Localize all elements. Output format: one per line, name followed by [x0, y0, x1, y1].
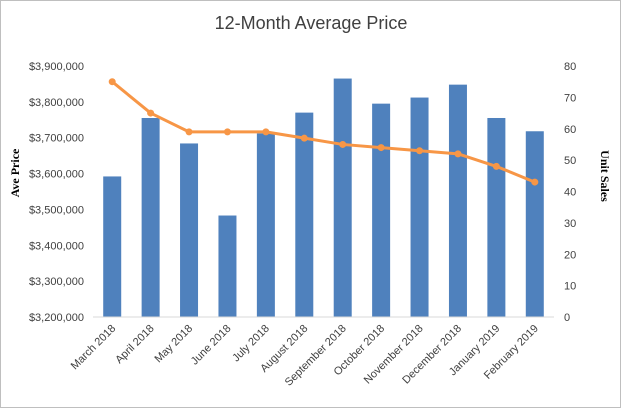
x-tick-label: June 2018	[189, 323, 234, 368]
line-point	[454, 150, 462, 158]
line-point	[339, 140, 347, 148]
bar	[372, 103, 391, 318]
chart-title: 12-Month Average Price	[215, 13, 408, 33]
y2-axis-ticks: 0 10 20 30 40 50 60 70 80	[564, 61, 576, 324]
y-tick-label: $3,800,000	[29, 97, 84, 109]
y2-tick-label: 40	[564, 187, 576, 199]
line-point	[185, 128, 193, 136]
bar	[448, 84, 467, 317]
y-tick-label: $3,400,000	[29, 240, 84, 252]
line-point	[300, 134, 308, 142]
y2-tick-label: 80	[564, 61, 576, 73]
y2-tick-label: 30	[564, 218, 576, 230]
y2-tick-label: 10	[564, 281, 576, 293]
bar	[180, 143, 199, 317]
y-tick-label: $3,200,000	[29, 312, 84, 324]
line-point	[108, 78, 116, 86]
x-tick-label: March 2018	[69, 323, 119, 373]
y2-tick-label: 50	[564, 155, 576, 167]
y-tick-label: $3,500,000	[29, 204, 84, 216]
line-point	[531, 178, 539, 186]
bar	[525, 131, 544, 317]
line-point	[416, 147, 424, 155]
bar	[333, 78, 352, 317]
y-tick-label: $3,900,000	[29, 61, 84, 73]
line-point	[147, 109, 155, 117]
y-tick-label: $3,600,000	[29, 169, 84, 181]
y2-axis-title: Unit Sales	[598, 150, 612, 202]
bar	[487, 117, 506, 317]
bar	[103, 176, 122, 317]
y-tick-label: $3,700,000	[29, 133, 84, 145]
y-axis-ticks: $3,200,000 $3,300,000 $3,400,000 $3,500,000…	[29, 61, 84, 324]
line-point	[262, 128, 270, 136]
bar	[295, 112, 314, 317]
bar	[410, 97, 429, 317]
y2-tick-label: 60	[564, 124, 576, 136]
y2-tick-label: 70	[564, 92, 576, 104]
x-tick-label: April 2018	[113, 323, 157, 367]
line-point	[223, 128, 231, 136]
bar	[256, 133, 275, 317]
y2-tick-label: 0	[564, 312, 570, 324]
y-axis-title: Ave Price	[8, 148, 22, 197]
line-series	[108, 78, 539, 186]
y2-tick-label: 20	[564, 249, 576, 261]
bar-series	[103, 78, 544, 318]
line-point	[492, 162, 500, 170]
bar	[141, 117, 160, 317]
unit-sales-line	[111, 80, 536, 184]
y-tick-label: $3,300,000	[29, 276, 84, 288]
line-point	[377, 144, 385, 152]
bar	[218, 215, 237, 317]
